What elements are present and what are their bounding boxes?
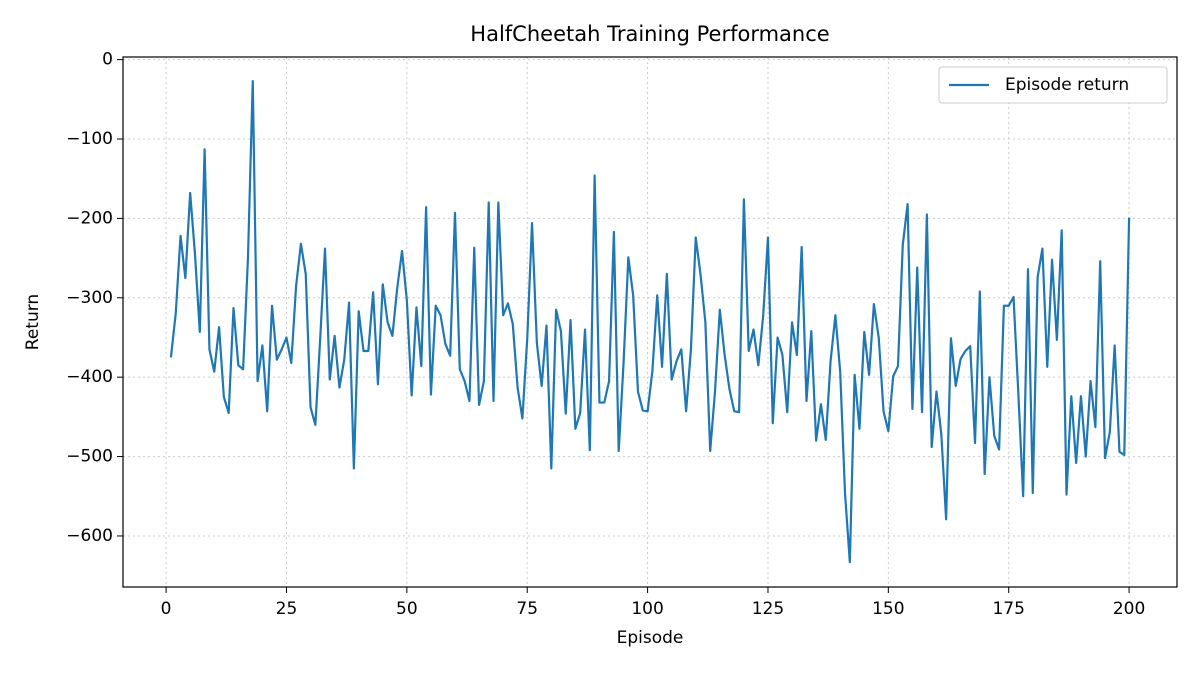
x-tick-label: 0 [161,599,172,619]
data-line [169,79,1131,564]
y-tick-label: −400 [66,367,113,387]
y-axis-label: Return [23,294,43,350]
x-tick-label: 125 [752,599,784,619]
x-tick-label: 25 [276,599,298,619]
x-tick-label: 50 [396,599,418,619]
plot [169,79,1131,564]
y-tick-label: −200 [66,208,113,228]
x-tick-label: 150 [872,599,904,619]
plot-frame [122,56,1178,588]
x-tick-label: 100 [631,599,663,619]
x-tick-label: 75 [516,599,538,619]
y-tick-label: −300 [66,288,113,308]
x-tick-label: 175 [992,599,1024,619]
y-tick-label: −500 [66,447,113,467]
y-tick-label: −100 [66,129,113,149]
y-tick-label: 0 [102,50,113,70]
ticks: 0 25 50 75 100 125 150 175 200 0 −100 −200 −300 −400 −… [66,50,1145,619]
x-tick-label: 200 [1113,599,1145,619]
y-tick-label: −600 [66,526,113,546]
x-axis-label: Episode [617,628,684,648]
legend-label: Episode return [1005,75,1129,95]
legend: Episode return [938,66,1168,104]
legend-box [938,66,1168,104]
chart-title: HalfCheetah Training Performance [470,22,829,46]
